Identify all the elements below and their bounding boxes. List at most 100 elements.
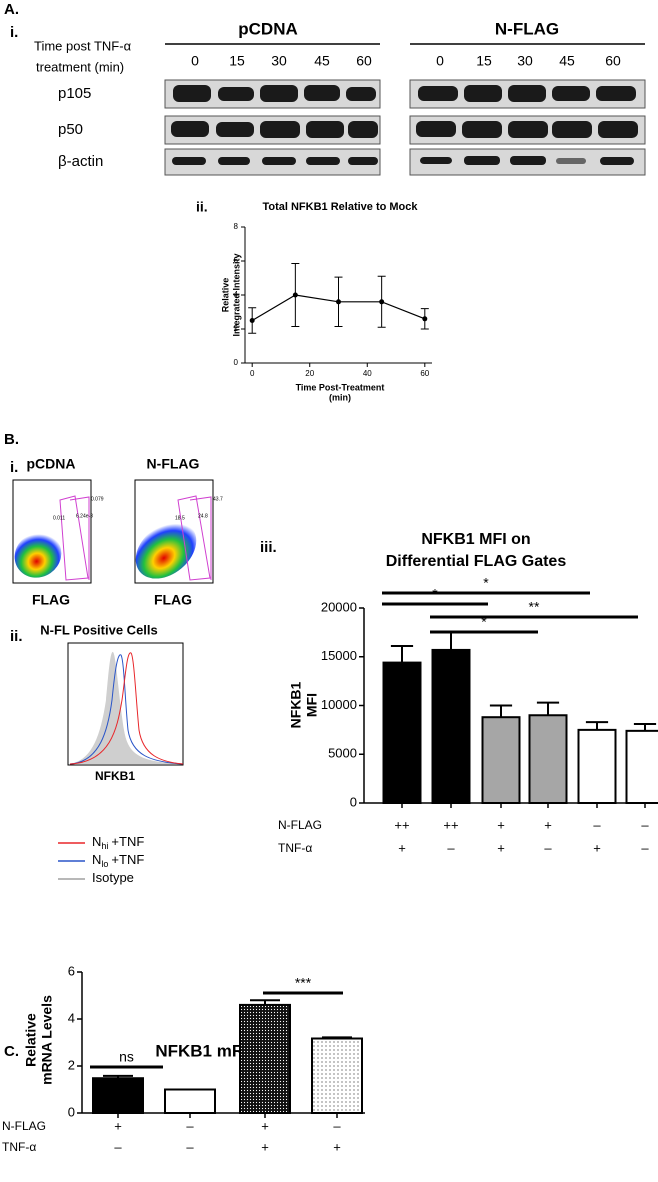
condition-name: N-FLAG [2,1119,46,1133]
plot-title: N-FL Positive Cells [40,622,158,637]
flow-plots [12,479,214,766]
bar [164,1088,216,1114]
gate-label: 43.7 [213,496,223,502]
time-label: 45 [314,53,330,69]
condition-label: + [544,817,552,832]
y-tick-label: 6 [68,963,75,978]
panel-label: A. [4,1,19,18]
data-point [422,316,428,322]
gate-label: 24.8 [198,513,208,519]
data-point [379,299,385,305]
row-label: p50 [58,121,83,138]
error-bar [390,645,414,663]
bar [92,1077,144,1114]
x-tick-label: 20 [305,369,314,378]
condition-label: + [261,1139,269,1154]
x-tick-label: 60 [420,369,429,378]
row-label: β-actin [58,153,103,170]
panel-label: iii. [260,539,277,556]
panel-label: C. [4,1043,19,1060]
bar [311,1037,363,1115]
condition-label: – [186,1118,194,1133]
condition-label: + [593,840,601,855]
axis-label: FLAG [32,592,70,608]
condition-label: – [544,840,552,855]
data-point [249,318,255,323]
condition-name: N-FLAG [278,818,322,832]
condition-label: + [333,1139,341,1154]
legend-text: +TNF [111,834,144,849]
legend-entry: Nhi +TNF [92,834,144,851]
axis-label: FLAG [154,592,192,608]
condition-label: ++ [394,817,409,832]
error-bar [439,631,463,650]
panel-label: B. [4,431,19,448]
axis-label: NFKB1 [288,681,304,728]
time-label: 15 [476,53,492,69]
legend-sub: lo [101,859,108,869]
x-tick-label: 40 [363,369,372,378]
time-label: 15 [229,53,245,69]
bar [528,714,568,804]
legend-sub: hi [101,841,108,851]
significance-label: * [483,575,489,591]
axis-label: NFKB1 [95,769,135,783]
time-label: treatment (min) [36,59,124,74]
condition-label: + [497,840,505,855]
time-label: 60 [356,53,372,69]
condition-label: – [114,1139,122,1154]
panel-label: i. [10,459,18,476]
time-label: 0 [191,53,199,69]
axis-label: Time Post-Treatment [296,382,385,392]
condition-label: ++ [443,817,458,832]
legend-text: Isotype [92,870,134,885]
gate-label: 0.079 [91,496,104,502]
row-label: p105 [58,85,91,102]
condition-label: – [333,1118,341,1133]
y-tick-label: 4 [234,290,239,299]
axis-label: Relative [220,278,230,313]
significance-label: * [432,586,438,602]
significance-label: ** [529,599,540,615]
data-point [292,292,298,298]
time-label: 45 [559,53,575,69]
condition-label: + [497,817,505,832]
y-tick-label: 2 [68,1057,75,1072]
condition-name: TNF-α [2,1140,36,1154]
axis-label: (min) [329,392,351,402]
significance-label: ns [119,1049,134,1065]
legend-entry: Isotype [92,870,134,885]
time-label: 0 [436,53,444,69]
condition-label: – [641,840,649,855]
y-tick-label: 4 [68,1010,75,1025]
y-tick-label: 20000 [321,599,357,614]
panel-label: i. [10,24,18,41]
y-tick-label: 0 [350,794,357,809]
significance-label: *** [295,975,312,991]
bar [481,716,521,805]
bar [382,661,422,804]
time-label: 60 [605,53,621,69]
y-tick-label: 0 [234,358,239,367]
time-label: 30 [271,53,287,69]
chart-title: NFKB1 MFI on [421,531,530,548]
error-bar [633,723,657,731]
error-bar [536,701,560,716]
condition-label: + [398,840,406,855]
time-label: 30 [517,53,533,69]
condition-label: – [593,817,601,832]
significance-label: * [481,614,487,630]
y-tick-label: 15000 [321,648,357,663]
y-tick-label: 2 [234,324,239,333]
legend-entry: Nlo +TNF [92,852,144,869]
legend-text: N [92,834,101,849]
condition-name: TNF-α [278,841,312,855]
group-label: N-FLAG [495,19,559,38]
blot-images [164,43,646,176]
condition-label: – [447,840,455,855]
condition-label: – [186,1139,194,1154]
condition-label: – [641,817,649,832]
gate-label: 0.011 [53,515,65,521]
